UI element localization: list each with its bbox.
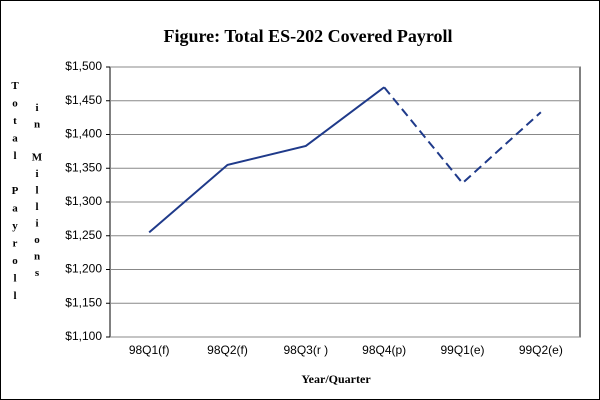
x-tick-label: 98Q2(f) [207,343,248,357]
y-tick-label: $1,500 [65,59,102,73]
y-axis-title: Total Payroll [9,80,21,308]
x-tick-label: 98Q3(r ) [283,343,328,357]
x-tick-label: 99Q1(e) [440,343,484,357]
y-tick-label: $1,150 [65,295,102,309]
y-tick-label: $1,350 [65,160,102,174]
y-tick-label: $1,250 [65,228,102,242]
x-tick-label: 99Q2(e) [519,343,563,357]
y-tick-label: $1,400 [65,127,102,141]
y-tick-label: $1,450 [65,93,102,107]
y-tick-label: $1,300 [65,194,102,208]
chart-title: Figure: Total ES-202 Covered Payroll [163,26,452,46]
x-axis-title: Year/Quarter [301,372,371,386]
x-tick-label: 98Q1(f) [129,343,170,357]
x-tick-label: 98Q4(p) [362,343,406,357]
y-tick-label: $1,100 [65,329,102,343]
y-tick-label: $1,200 [65,262,102,276]
line-solid [148,86,385,234]
y-axis-unit: in Millions [31,102,43,284]
